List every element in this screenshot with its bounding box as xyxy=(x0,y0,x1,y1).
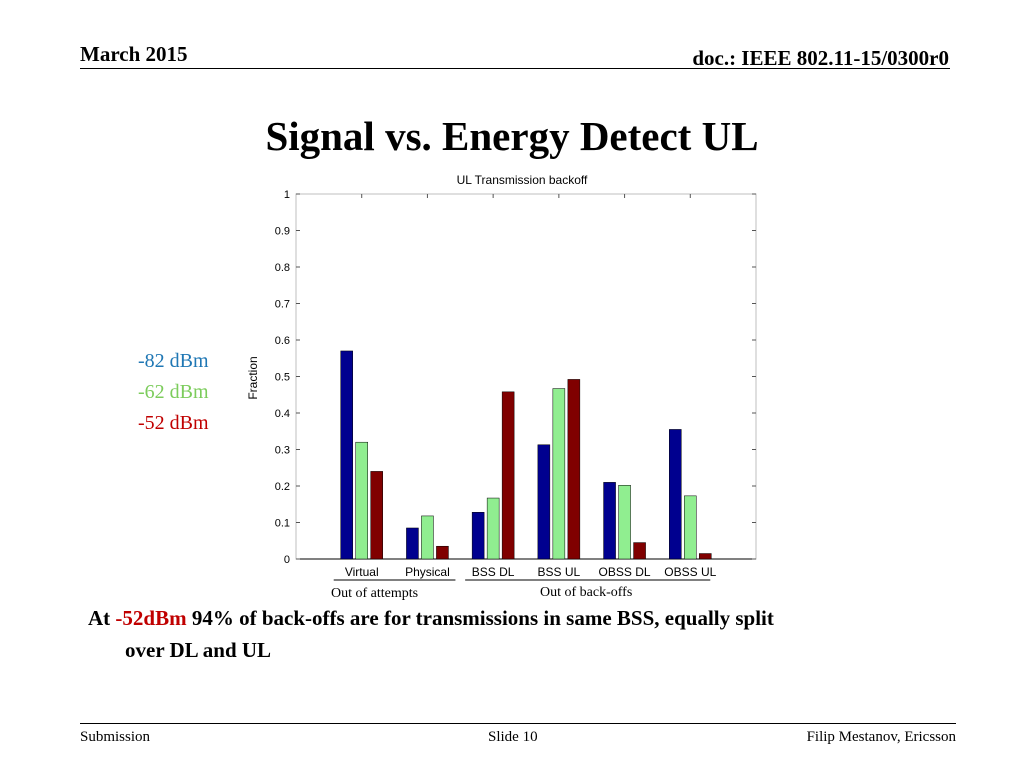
statement-line2: over DL and UL xyxy=(125,638,272,662)
y-tick-label: 0.8 xyxy=(275,262,290,274)
y-tick-label: 0.9 xyxy=(275,226,290,238)
y-tick-label: 0.7 xyxy=(275,299,290,311)
y-tick-label: 0.4 xyxy=(275,408,290,420)
legend-item-82: -82 dBm xyxy=(138,350,209,372)
legend: -82 dBm -62 dBm -52 dBm xyxy=(138,346,209,439)
legend-item-62: -62 dBm xyxy=(138,381,209,403)
bar xyxy=(471,512,485,560)
bar xyxy=(355,441,368,560)
y-tick-label: 0.5 xyxy=(275,372,290,384)
header-divider xyxy=(80,68,950,69)
bar xyxy=(370,471,383,560)
y-tick-label: 0.1 xyxy=(275,518,290,530)
group-label-attempts: Out of attempts xyxy=(331,586,419,601)
bar xyxy=(486,497,500,560)
bar xyxy=(552,388,566,560)
bar xyxy=(633,542,646,560)
footer-submission: Submission xyxy=(80,729,151,745)
x-tick-label: OBSS UL xyxy=(664,565,716,579)
bar xyxy=(684,495,697,560)
x-tick-label: OBSS DL xyxy=(599,565,651,579)
footer-divider xyxy=(80,723,956,724)
bar xyxy=(567,379,581,560)
y-tick-label: 0 xyxy=(284,554,290,566)
y-tick-label: 1 xyxy=(284,189,290,201)
y-axis-label: Fraction xyxy=(246,356,260,399)
bar xyxy=(501,391,515,560)
statement-at: At xyxy=(88,606,111,630)
bar xyxy=(537,444,551,560)
bar xyxy=(340,350,353,560)
bar xyxy=(406,527,419,560)
x-tick-label: Virtual xyxy=(345,565,379,579)
bar xyxy=(436,545,449,560)
bar xyxy=(699,553,712,560)
group-label-backoffs: Out of back-offs xyxy=(540,585,633,600)
bar xyxy=(618,485,631,560)
statement-rest: 94% of back-offs are for transmissions i… xyxy=(191,606,774,630)
bar xyxy=(603,482,616,560)
y-tick-label: 0.3 xyxy=(275,445,290,457)
bottom-statement: At -52dBm 94% of back-offs are for trans… xyxy=(88,602,948,666)
legend-item-52: -52 dBm xyxy=(138,412,209,434)
bar-chart: UL Transmission backoff Fraction 0 0.1 0.2… xyxy=(246,173,757,581)
y-tick-label: 0.6 xyxy=(275,335,290,347)
y-tick-label: 0.2 xyxy=(275,481,290,493)
bar xyxy=(421,515,434,560)
footer-author: Filip Mestanov, Ericsson xyxy=(806,729,956,745)
footer-slide-number: Slide 10 xyxy=(488,729,538,745)
statement-value: -52dBm xyxy=(115,606,187,630)
header-doc-id: doc.: IEEE 802.11-15/0300r0 xyxy=(692,46,949,70)
slide-title: Signal vs. Energy Detect UL xyxy=(265,113,759,159)
header-date: March 2015 xyxy=(80,42,188,66)
bar xyxy=(669,429,682,560)
chart-title: UL Transmission backoff xyxy=(457,173,588,187)
x-tick-label: BSS DL xyxy=(472,565,515,579)
x-tick-label: BSS UL xyxy=(538,565,581,579)
x-tick-label: Physical xyxy=(405,565,450,579)
